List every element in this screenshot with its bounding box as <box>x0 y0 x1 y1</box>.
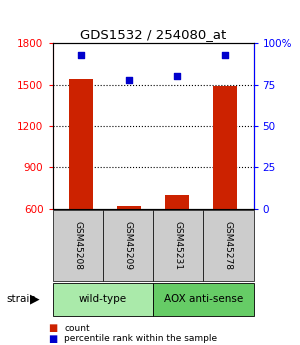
Text: ▶: ▶ <box>30 293 39 306</box>
Text: AOX anti-sense: AOX anti-sense <box>164 294 243 304</box>
Point <box>79 52 84 58</box>
Bar <box>213 86 237 209</box>
Text: percentile rank within the sample: percentile rank within the sample <box>64 334 218 343</box>
Text: GSM45231: GSM45231 <box>174 221 183 270</box>
Bar <box>117 206 141 209</box>
Text: count: count <box>64 324 90 333</box>
Bar <box>165 195 189 209</box>
Text: ■: ■ <box>48 324 57 333</box>
Title: GDS1532 / 254080_at: GDS1532 / 254080_at <box>80 28 226 41</box>
Text: wild-type: wild-type <box>79 294 127 304</box>
Text: GSM45278: GSM45278 <box>224 221 233 270</box>
Text: GSM45208: GSM45208 <box>73 221 82 270</box>
Bar <box>69 79 93 209</box>
Text: GSM45209: GSM45209 <box>123 221 132 270</box>
Point <box>127 77 131 82</box>
Text: ■: ■ <box>48 334 57 344</box>
Point <box>175 73 179 79</box>
Point <box>222 52 227 58</box>
Text: strain: strain <box>6 294 36 304</box>
